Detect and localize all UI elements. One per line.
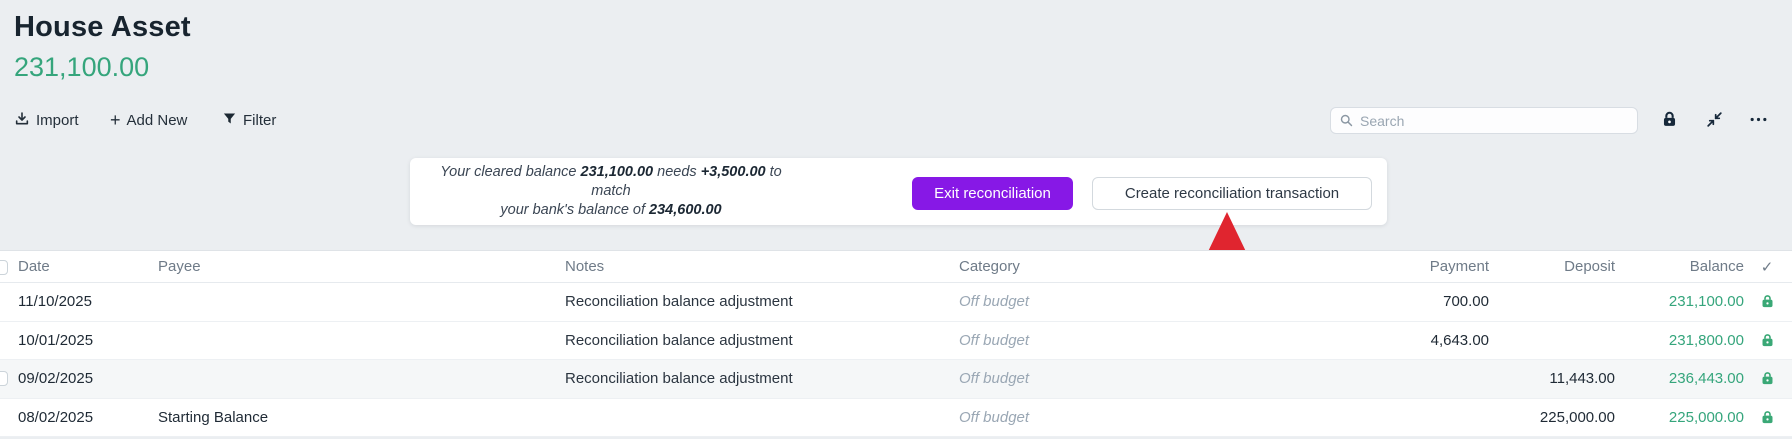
table-header-row: Date Payee Notes Category Payment Deposi… xyxy=(0,250,1792,283)
cell-notes[interactable] xyxy=(565,399,945,437)
column-header-category: Category xyxy=(959,258,1020,275)
filter-button[interactable]: Filter xyxy=(222,107,276,134)
exit-reconciliation-button[interactable]: Exit reconciliation xyxy=(912,177,1073,210)
locked-lock-icon[interactable] xyxy=(1752,399,1782,437)
cell-balance: 225,000.00 xyxy=(1668,408,1744,426)
cell-payee[interactable] xyxy=(158,322,548,360)
cell-deposit[interactable]: 225,000.00 xyxy=(1539,408,1615,426)
table-row: 10/01/2025 Reconciliation balance adjust… xyxy=(0,321,1792,360)
cell-date[interactable]: 11/10/2025 xyxy=(18,293,92,311)
locked-lock-icon[interactable] xyxy=(1752,322,1782,360)
cell-date[interactable]: 08/02/2025 xyxy=(18,408,94,426)
filter-label: Filter xyxy=(243,112,277,129)
row-checkbox[interactable] xyxy=(0,371,8,386)
column-header-balance: Balance xyxy=(1689,258,1744,275)
cell-payee[interactable] xyxy=(158,283,548,321)
transactions-table: Date Payee Notes Category Payment Deposi… xyxy=(0,250,1792,437)
bank-balance-value: 234,600.00 xyxy=(649,202,722,218)
filter-funnel-icon xyxy=(222,111,237,130)
add-new-label: Add New xyxy=(126,112,188,129)
cell-category[interactable]: Off budget xyxy=(959,293,1030,311)
cell-payment[interactable]: 700.00 xyxy=(1443,293,1489,311)
lock-icon xyxy=(1663,111,1675,126)
cell-category[interactable]: Off budget xyxy=(959,331,1030,349)
cleared-balance-value: 231,100.00 xyxy=(580,164,654,180)
column-header-payee: Payee xyxy=(158,258,201,275)
msg-text: your bank's balance of xyxy=(500,202,650,218)
locked-lock-icon[interactable] xyxy=(1752,283,1782,321)
page-title: House Asset xyxy=(14,11,191,43)
cell-date[interactable]: 09/02/2025 xyxy=(18,370,94,388)
cleared-check-icon[interactable]: ✓ xyxy=(1760,258,1774,276)
cell-date[interactable]: 10/01/2025 xyxy=(18,331,94,349)
more-menu-button[interactable] xyxy=(1748,110,1768,130)
select-all-checkbox[interactable] xyxy=(0,260,8,275)
search-input[interactable] xyxy=(1360,112,1629,129)
collapse-arrows-icon xyxy=(1706,112,1722,127)
msg-text: Your cleared balance xyxy=(440,164,581,180)
column-header-deposit: Deposit xyxy=(1564,258,1615,275)
cell-category[interactable]: Off budget xyxy=(959,370,1030,388)
column-header-notes: Notes xyxy=(565,258,605,275)
cell-payee[interactable]: Starting Balance xyxy=(158,408,269,426)
collapse-transactions-button[interactable] xyxy=(1704,110,1724,130)
table-row: 08/02/2025 Starting Balance Off budget 2… xyxy=(0,398,1792,437)
reconciliation-message: Your cleared balance 231,100.00 needs +3… xyxy=(420,158,802,225)
download-icon xyxy=(14,111,30,131)
create-reconciliation-transaction-button[interactable]: Create reconciliation transaction xyxy=(1092,177,1372,210)
cell-notes[interactable]: Reconciliation balance adjustment xyxy=(565,293,793,311)
column-header-date: Date xyxy=(18,258,50,275)
msg-text: needs xyxy=(653,164,701,180)
plus-icon: + xyxy=(110,109,121,130)
lock-button[interactable] xyxy=(1659,110,1679,130)
reconciliation-banner: Your cleared balance 231,100.00 needs +3… xyxy=(410,158,1387,225)
import-button[interactable]: Import xyxy=(14,107,79,134)
cell-balance: 231,100.00 xyxy=(1668,293,1744,311)
cell-balance: 236,443.00 xyxy=(1668,370,1744,388)
cell-category[interactable]: Off budget xyxy=(959,408,1030,426)
msg-text: to match xyxy=(591,164,782,199)
column-header-payment: Payment xyxy=(1429,258,1489,275)
cell-notes[interactable]: Reconciliation balance adjustment xyxy=(565,331,793,349)
cell-balance: 231,800.00 xyxy=(1668,331,1744,349)
search-box[interactable] xyxy=(1330,107,1638,134)
add-new-button[interactable]: + Add New xyxy=(110,107,187,134)
account-balance: 231,100.00 xyxy=(14,52,150,82)
locked-lock-icon[interactable] xyxy=(1752,360,1782,398)
table-row: 09/02/2025 Reconciliation balance adjust… xyxy=(0,360,1792,399)
search-icon xyxy=(1339,113,1354,128)
ellipsis-icon xyxy=(1750,117,1766,122)
cell-notes[interactable]: Reconciliation balance adjustment xyxy=(565,370,793,388)
table-row: 11/10/2025 Reconciliation balance adjust… xyxy=(0,283,1792,322)
cell-payee[interactable] xyxy=(158,360,548,398)
difference-value: +3,500.00 xyxy=(700,164,766,180)
cell-deposit[interactable]: 11,443.00 xyxy=(1549,370,1615,388)
cell-payment[interactable]: 4,643.00 xyxy=(1430,331,1489,349)
import-label: Import xyxy=(36,112,79,129)
